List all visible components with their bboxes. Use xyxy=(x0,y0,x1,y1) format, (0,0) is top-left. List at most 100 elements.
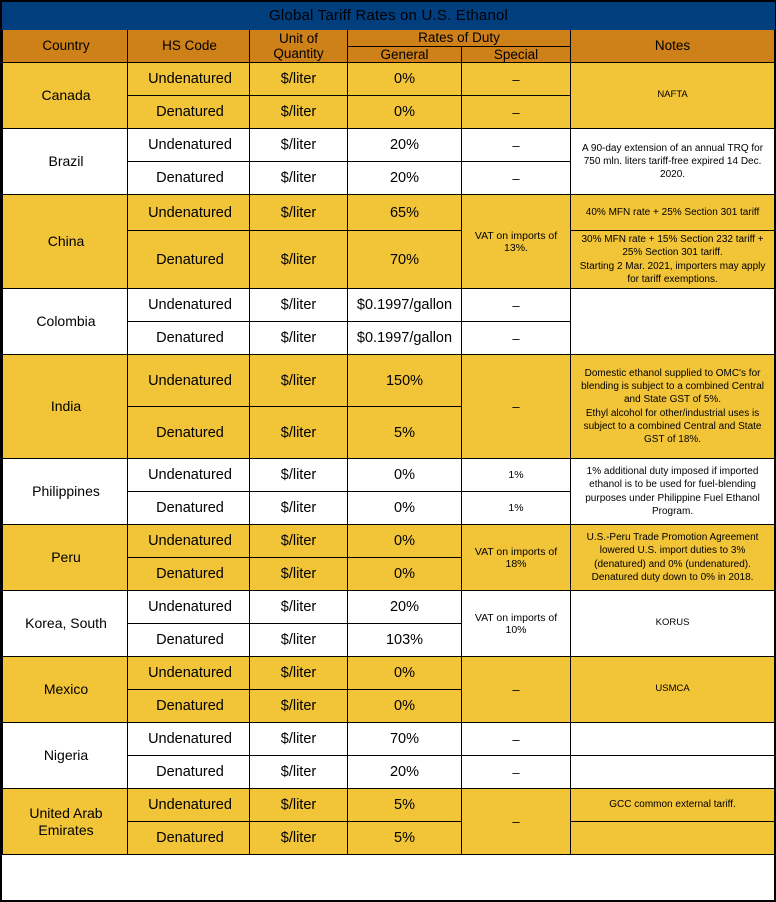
unit-of-quantity-philippines-denatured: $/liter xyxy=(249,491,348,526)
table-row-china-denatured: Denatured $/liter 70% 30% MFN rate + 15% Se… xyxy=(2,230,776,290)
hs-code-united-arab-emirates-undenatured: Undenatured xyxy=(127,788,250,823)
title-row: Global Tariff Rates on U.S. Ethanol xyxy=(1,2,776,30)
table-row-mexico-undenatured: Mexico Undenatured $/liter 0% – USMCA xyxy=(2,656,776,724)
unit-of-quantity-united-arab-emirates-denatured: $/liter xyxy=(249,821,348,856)
table-row-peru-undenatured: Peru Undenatured $/liter 0% VAT on imports o… xyxy=(2,524,776,592)
unit-of-quantity-mexico-denatured: $/liter xyxy=(249,689,348,724)
general-rate-colombia-undenatured: $0.1997/gallon xyxy=(347,288,462,323)
table-row-philippines-denatured: Denatured $/liter 0% 1% xyxy=(2,491,775,526)
general-rate-india-undenatured: 150% xyxy=(347,354,462,408)
unit-of-quantity-canada-undenatured: $/liter xyxy=(249,62,348,97)
general-rate-canada-denatured: 0% xyxy=(347,95,462,130)
table-row-nigeria-undenatured: Nigeria Undenatured $/liter 70% – xyxy=(2,722,776,790)
general-rate-brazil-undenatured: 20% xyxy=(347,128,462,163)
special-rate-philippines-denatured: 1% xyxy=(461,491,571,526)
general-rate-nigeria-denatured: 20% xyxy=(347,755,462,790)
notes-brazil: A 90-day extension of an annual TRQ for … xyxy=(569,128,776,196)
unit-of-quantity-brazil-undenatured: $/liter xyxy=(249,128,348,163)
hs-code-peru-denatured: Denatured xyxy=(127,557,250,592)
column-header-notes: Notes xyxy=(569,28,776,64)
country-name-brazil: Brazil xyxy=(2,128,128,196)
hs-code-brazil-undenatured: Undenatured xyxy=(127,128,250,163)
table-row-colombia-undenatured: Colombia Undenatured $/liter $0.1997/gallon… xyxy=(2,288,776,356)
table-row-brazil-undenatured: Brazil Undenatured $/liter 20% – A 90-day ext… xyxy=(2,128,776,196)
hs-code-mexico-denatured: Denatured xyxy=(127,689,250,724)
unit-of-quantity-china-denatured: $/liter xyxy=(249,230,348,290)
hs-code-korea-south-denatured: Denatured xyxy=(127,623,250,658)
hs-code-india-undenatured: Undenatured xyxy=(127,354,250,408)
hs-code-colombia-denatured: Denatured xyxy=(127,321,250,356)
unit-of-quantity-india-denatured: $/liter xyxy=(249,406,348,460)
general-rate-korea-south-denatured: 103% xyxy=(347,623,462,658)
hs-code-colombia-undenatured: Undenatured xyxy=(127,288,250,323)
country-name-peru: Peru xyxy=(2,524,128,592)
table-header: Global Tariff Rates on U.S. Ethanol Coun… xyxy=(1,2,776,64)
notes-mexico: USMCA xyxy=(569,656,776,724)
column-header-special: Special xyxy=(461,45,571,64)
column-header-rates-of-duty: Rates of Duty xyxy=(347,29,571,47)
special-rate-colombia-undenatured: – xyxy=(461,288,571,323)
column-header-country: Country xyxy=(2,28,128,64)
table-row-mexico-denatured: Denatured $/liter 0% xyxy=(2,689,775,724)
table-row-philippines-undenatured: Philippines Undenatured $/liter 0% 1% 1% addi… xyxy=(2,458,776,526)
unit-of-quantity-colombia-denatured: $/liter xyxy=(249,321,348,356)
hs-code-united-arab-emirates-denatured: Denatured xyxy=(127,821,250,856)
general-rate-philippines-undenatured: 0% xyxy=(347,458,462,493)
hs-code-india-denatured: Denatured xyxy=(127,406,250,460)
table-row-nigeria-denatured: Denatured $/liter 20% – xyxy=(2,755,776,790)
global-tariff-rates-table: Global Tariff Rates on U.S. Ethanol Coun… xyxy=(1,2,776,856)
special-rate-brazil-undenatured: – xyxy=(461,128,571,163)
notes-nigeria-denatured xyxy=(569,755,776,790)
column-header-general: General xyxy=(347,45,462,64)
unit-of-quantity-peru-undenatured: $/liter xyxy=(249,524,348,559)
country-name-mexico: Mexico xyxy=(2,656,128,724)
general-rate-mexico-denatured: 0% xyxy=(347,689,462,724)
table-row-united-arab-emirates-undenatured: United Arab Emirates Undenatured $/liter 5%… xyxy=(2,788,776,856)
header-row-2: General Special xyxy=(3,45,775,64)
special-rate-peru: VAT on imports of 18% xyxy=(461,524,571,592)
general-rate-nigeria-undenatured: 70% xyxy=(347,722,462,757)
hs-code-peru-undenatured: Undenatured xyxy=(127,524,250,559)
unit-of-quantity-united-arab-emirates-undenatured: $/liter xyxy=(249,788,348,823)
page-title: Global Tariff Rates on U.S. Ethanol xyxy=(1,2,776,30)
country-name-korea-south: Korea, South xyxy=(2,590,128,658)
notes-peru: U.S.-Peru Trade Promotion Agreement lowe… xyxy=(569,524,776,592)
special-rate-nigeria-denatured: – xyxy=(461,755,571,790)
general-rate-china-undenatured: 65% xyxy=(347,194,462,232)
notes-india: Domestic ethanol supplied to OMC's for b… xyxy=(569,354,776,460)
unit-of-quantity-mexico-undenatured: $/liter xyxy=(249,656,348,691)
general-rate-india-denatured: 5% xyxy=(347,406,462,460)
unit-of-quantity-china-undenatured: $/liter xyxy=(249,194,348,232)
special-rate-china: VAT on imports of 13%. xyxy=(461,194,571,290)
notes-philippines: 1% additional duty imposed if imported e… xyxy=(569,458,776,526)
special-rate-india: – xyxy=(461,354,571,460)
notes-united-arab-emirates-denatured xyxy=(569,821,776,856)
notes-canada: NAFTA xyxy=(569,62,776,130)
unit-of-quantity-colombia-undenatured: $/liter xyxy=(249,288,348,323)
unit-of-quantity-philippines-undenatured: $/liter xyxy=(249,458,348,493)
unit-of-quantity-nigeria-denatured: $/liter xyxy=(249,755,348,790)
general-rate-korea-south-undenatured: 20% xyxy=(347,590,462,625)
special-rate-united-arab-emirates: – xyxy=(461,788,571,856)
special-rate-canada-undenatured: – xyxy=(461,62,571,97)
notes-china-undenatured: 40% MFN rate + 25% Section 301 tariff xyxy=(569,194,776,232)
hs-code-china-undenatured: Undenatured xyxy=(127,194,250,232)
general-rate-united-arab-emirates-undenatured: 5% xyxy=(347,788,462,823)
notes-united-arab-emirates-undenatured: GCC common external tariff. xyxy=(569,788,776,823)
column-header-hs-code: HS Code xyxy=(127,28,250,64)
special-rate-colombia-denatured: – xyxy=(461,321,571,356)
country-name-colombia: Colombia xyxy=(2,288,128,356)
hs-code-mexico-undenatured: Undenatured xyxy=(127,656,250,691)
hs-code-china-denatured: Denatured xyxy=(127,230,250,290)
notes-china-denatured: 30% MFN rate + 15% Section 232 tariff + … xyxy=(569,230,776,290)
general-rate-united-arab-emirates-denatured: 5% xyxy=(347,821,462,856)
general-rate-brazil-denatured: 20% xyxy=(347,161,462,196)
country-name-nigeria: Nigeria xyxy=(2,722,128,790)
unit-of-quantity-india-undenatured: $/liter xyxy=(249,354,348,408)
hs-code-canada-denatured: Denatured xyxy=(127,95,250,130)
table-body: Canada Undenatured $/liter 0% – NAFTA Denature… xyxy=(2,62,776,856)
special-rate-korea-south: VAT on imports of 10% xyxy=(461,590,571,658)
general-rate-philippines-denatured: 0% xyxy=(347,491,462,526)
country-name-united-arab-emirates: United Arab Emirates xyxy=(2,788,128,856)
